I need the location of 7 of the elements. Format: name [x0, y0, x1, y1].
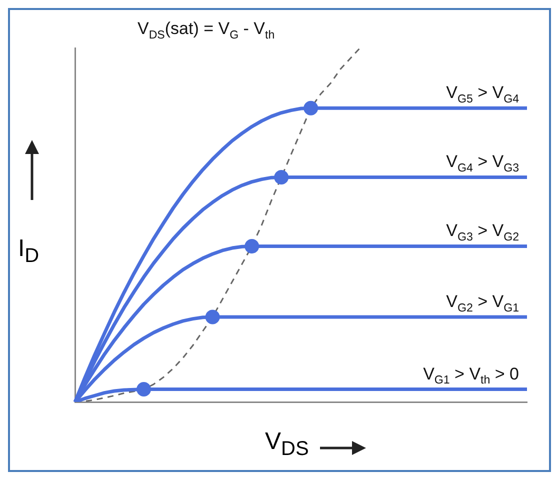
y-axis-title: I$_{D}$: [18, 235, 40, 268]
point: [136, 382, 152, 397]
x-axis-title: V$_{DS}$: [265, 428, 309, 461]
point: [304, 100, 318, 116]
point: [244, 238, 260, 254]
point: [274, 170, 289, 184]
point: [205, 310, 220, 324]
